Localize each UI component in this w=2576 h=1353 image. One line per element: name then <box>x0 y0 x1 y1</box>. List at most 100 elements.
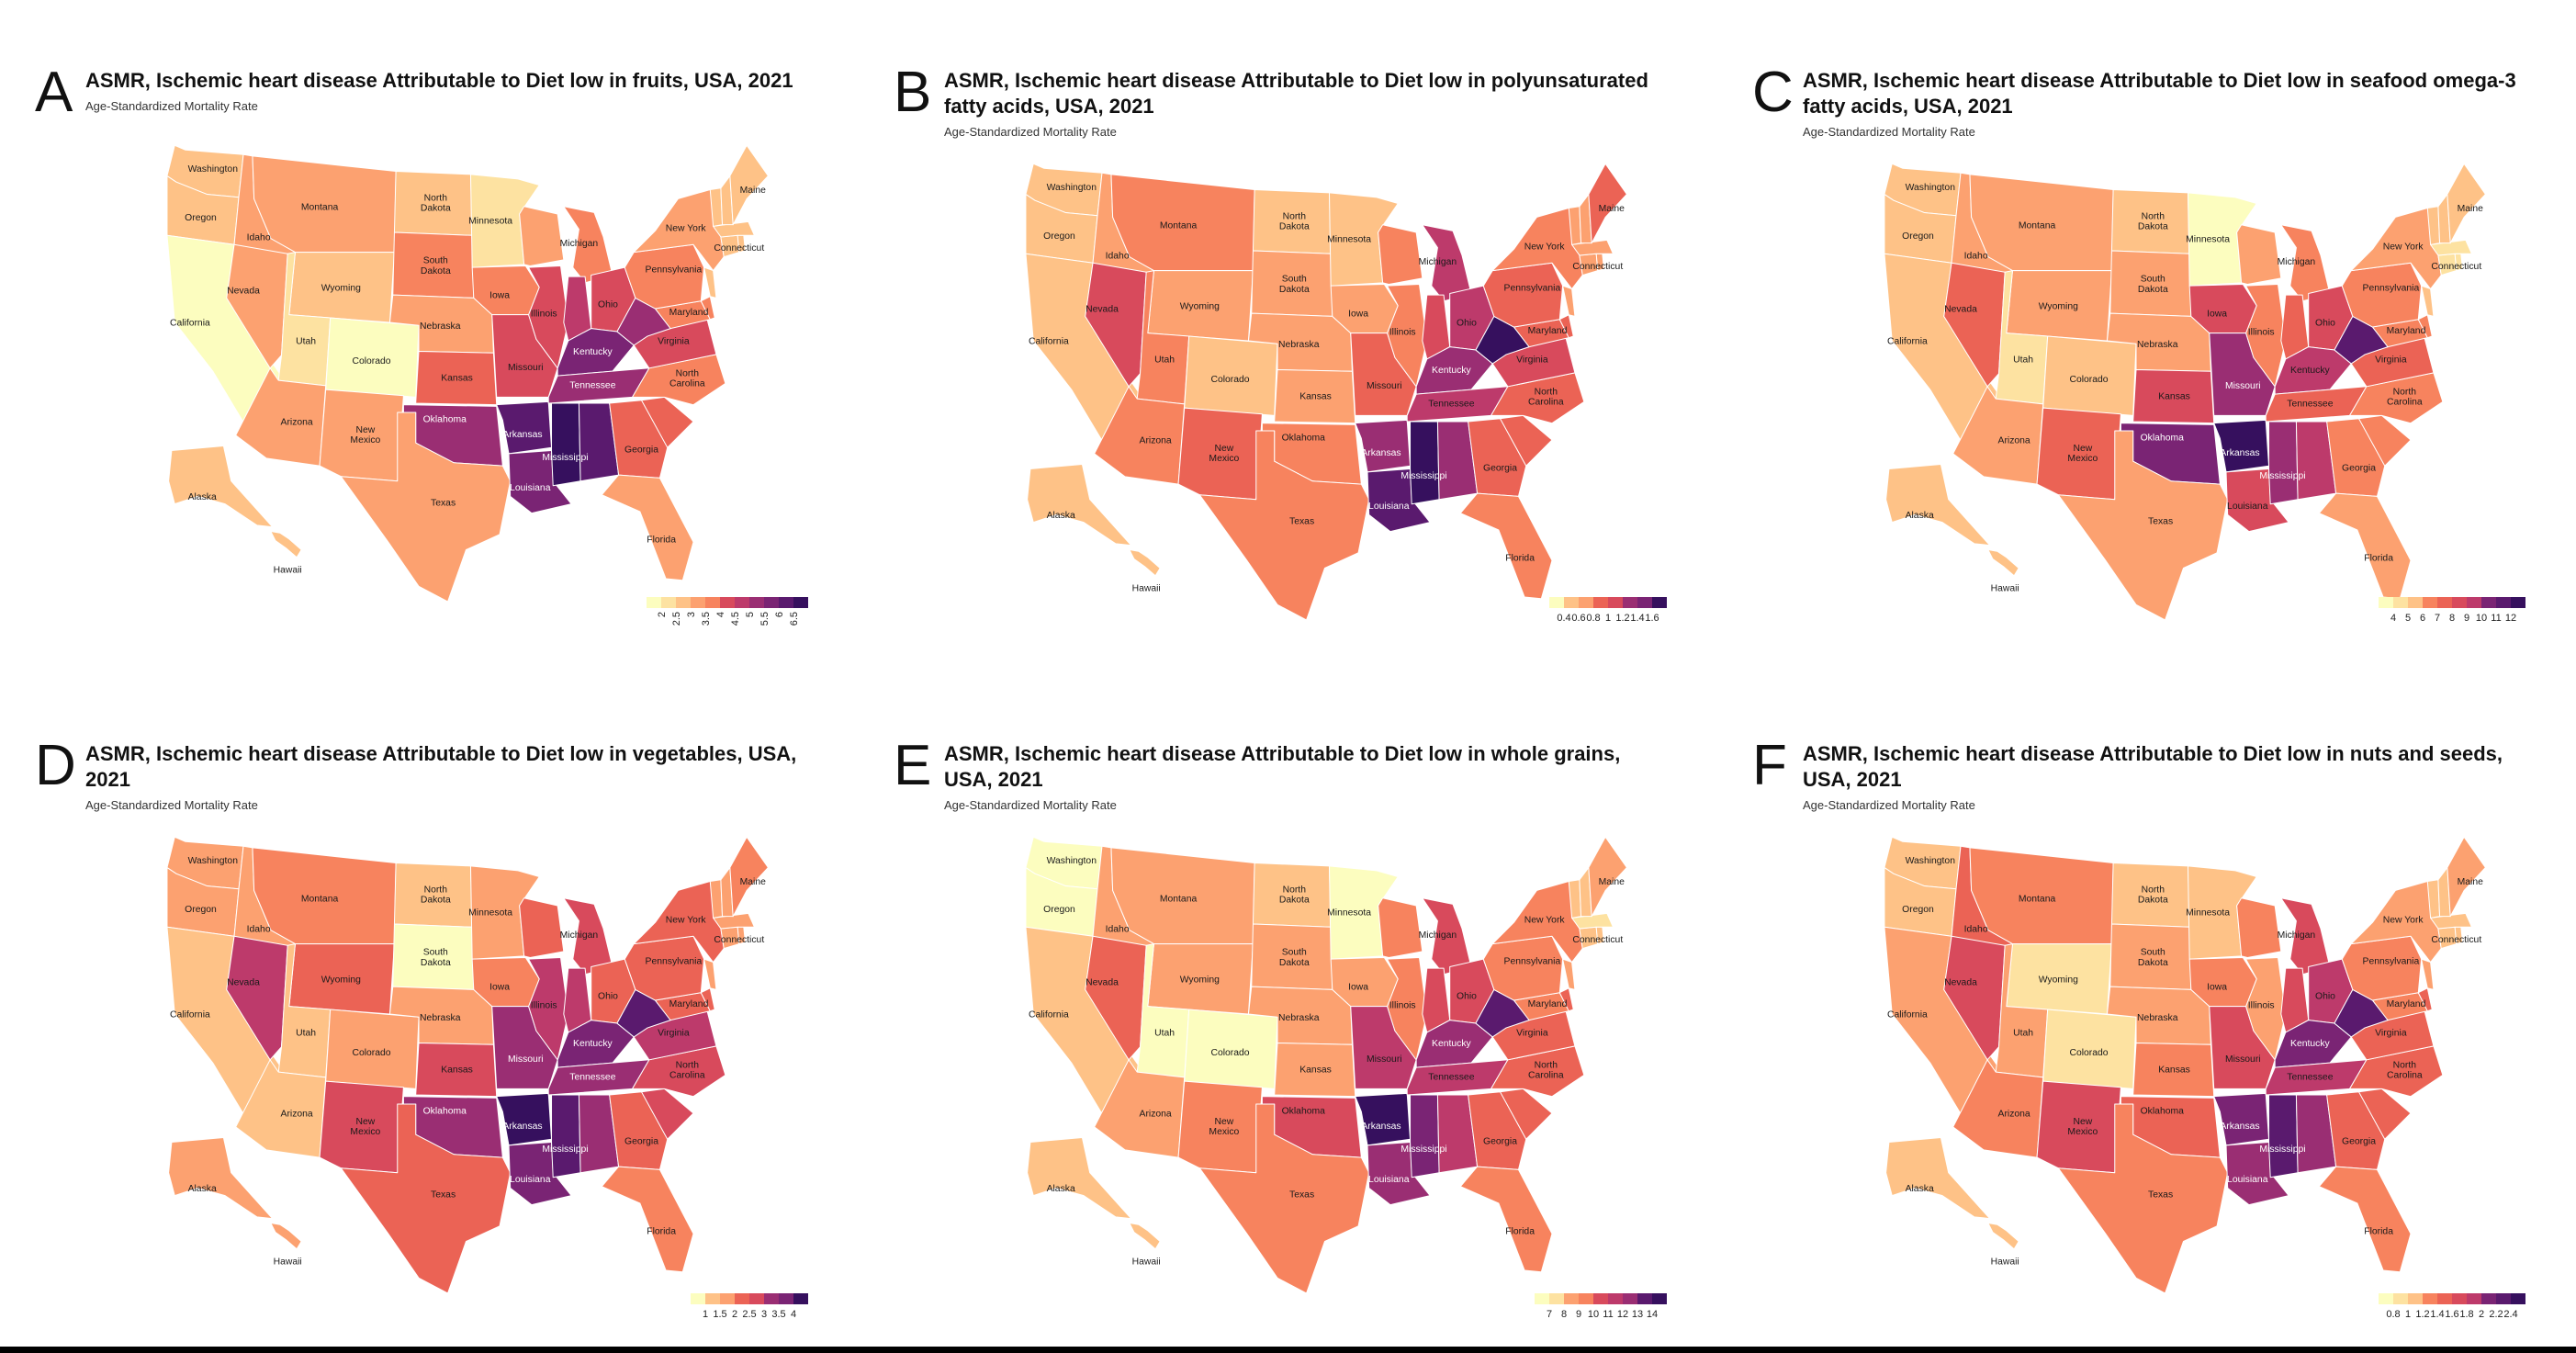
panel-title-line: USA, 2021 <box>944 768 1043 791</box>
state-wi: Wisconsin <box>519 897 565 959</box>
state-label-sd: South Dakota <box>1279 947 1310 967</box>
legend-tick-label: 0.8 <box>2386 1309 2400 1320</box>
legend-tick-label: 3 <box>761 1309 767 1320</box>
state-label-id: Idaho <box>247 925 271 935</box>
state-label-pa: Pennsylvania <box>646 956 703 966</box>
legend-tick-label: 8 <box>2449 613 2455 624</box>
legend-tick-label: 0.6 <box>1571 613 1585 624</box>
state-ms: Mississippi <box>2268 421 2299 505</box>
state-sc: South Carolina <box>2358 414 2412 467</box>
legend-tick-label: 5.5 <box>759 612 771 626</box>
state-label-ms: Mississippi <box>542 453 588 463</box>
panel-letter: E <box>894 734 932 797</box>
state-label-ne: Nebraska <box>420 321 461 332</box>
state-hi: Hawaii <box>270 1223 302 1250</box>
state-label-ms: Mississippi <box>2259 1144 2305 1155</box>
legend-swatch <box>2379 1293 2393 1304</box>
map-panel-c: C ASMR, Ischemic heart disease Attributab… <box>1717 0 2576 673</box>
legend-tick-label: 2.2 <box>2489 1309 2503 1320</box>
legend-tick-label: 6 <box>774 612 785 617</box>
state-de: Delaware <box>700 296 715 321</box>
map-panel-e: E ASMR, Ischemic heart disease Attributab… <box>859 673 1717 1347</box>
us-choropleth-map: Washington Oregon California Idaho Nevada Mon… <box>978 156 1676 621</box>
state-label-md: Maryland <box>669 308 709 318</box>
panel-title-line: fatty acids, USA, 2021 <box>1803 95 2013 118</box>
state-label-hi: Hawaii <box>1132 584 1161 594</box>
state-label-mn: Minnesota <box>1327 234 1371 244</box>
state-label-ks: Kansas <box>2158 1065 2190 1075</box>
state-label-nv: Nevada <box>1944 978 1977 988</box>
state-label-ms: Mississippi <box>1400 471 1446 481</box>
state-label-me: Maine <box>1599 877 1625 887</box>
state-label-va: Virginia <box>2375 1029 2407 1039</box>
state-label-nc: North Carolina <box>2387 387 2423 407</box>
state-label-me: Maine <box>1599 204 1625 214</box>
map-panel-d: D ASMR, Ischemic heart disease Attributab… <box>0 673 859 1347</box>
state-de: Delaware <box>1558 987 1574 1012</box>
state-label-nd: North Dakota <box>2138 211 2168 231</box>
state-pa: Pennsylvania <box>624 243 705 310</box>
state-ar: Arkansas <box>1355 1092 1412 1146</box>
state-ma: Massachusetts <box>2430 912 2472 930</box>
state-label-ga: Georgia <box>1483 463 1517 473</box>
legend-tick-label: 1 <box>1605 613 1611 624</box>
panel-subtitle: Age-Standardized Mortality Rate <box>944 125 1117 139</box>
state-tx: Texas <box>340 1103 512 1294</box>
state-label-or: Oregon <box>1902 231 1934 242</box>
state-tx: Texas <box>2057 430 2229 621</box>
state-label-nv: Nevada <box>227 978 260 988</box>
state-label-nd: North Dakota <box>2138 885 2168 905</box>
state-label-ct: Connecticut <box>2431 262 2481 272</box>
state-nv: Nevada <box>1943 262 2006 388</box>
state-hi: Hawaii <box>1129 1223 1161 1250</box>
panel-subtitle: Age-Standardized Mortality Rate <box>944 798 1117 812</box>
state-label-id: Idaho <box>1106 252 1130 262</box>
state-label-wy: Wyoming <box>321 283 361 293</box>
state-label-ar: Arkansas <box>1361 1122 1400 1132</box>
state-label-va: Virginia <box>2375 355 2407 366</box>
legend-tick-label: 7 <box>2435 613 2440 624</box>
legend-swatch <box>2423 597 2437 608</box>
legend-swatch <box>2393 597 2408 608</box>
legend-swatch <box>1608 1293 1623 1304</box>
state-label-ky: Kentucky <box>2290 366 2330 376</box>
state-label-ia: Iowa <box>1348 310 1368 320</box>
state-label-co: Colorado <box>352 1048 390 1058</box>
panel-subtitle: Age-Standardized Mortality Rate <box>1803 798 1975 812</box>
state-ms: Mississippi <box>2268 1094 2299 1178</box>
state-label-ut: Utah <box>296 337 316 347</box>
state-label-ca: California <box>170 319 210 329</box>
state-me: Maine <box>2447 836 2486 918</box>
legend-swatch <box>2452 1293 2467 1304</box>
legend-tick-label: 2.4 <box>2503 1309 2517 1320</box>
state-label-nc: North Carolina <box>2387 1060 2423 1080</box>
state-label-nc: North Carolina <box>669 1060 705 1080</box>
panel-title: ASMR, Ischemic heart disease Attributabl… <box>85 68 838 94</box>
state-wi: Wisconsin <box>1378 224 1423 286</box>
legend-tick-label: 1.2 <box>2415 1309 2429 1320</box>
state-label-md: Maryland <box>2387 326 2426 336</box>
state-label-ks: Kansas <box>1299 1065 1332 1075</box>
state-ar: Arkansas <box>496 400 553 455</box>
us-choropleth-map: Washington Oregon California Idaho Nevada Mon… <box>119 138 817 603</box>
legend-tick-label: 2 <box>657 612 668 617</box>
panel-letter: D <box>35 734 76 797</box>
state-label-oh: Ohio <box>2315 319 2335 329</box>
state-ms: Mississippi <box>1410 421 1440 505</box>
state-label-wa: Washington <box>188 164 239 175</box>
state-ak: Alaska <box>1885 1137 1991 1220</box>
state-ga: Georgia <box>609 400 669 479</box>
panel-title: ASMR, Ischemic heart disease Attributabl… <box>1803 741 2556 793</box>
state-label-sd: South Dakota <box>421 947 451 967</box>
legend-swatch <box>720 597 735 608</box>
state-label-ga: Georgia <box>1483 1136 1517 1146</box>
state-fl: Florida <box>601 474 694 581</box>
panel-title: ASMR, Ischemic heart disease Attributabl… <box>1803 68 2556 119</box>
state-label-co: Colorado <box>352 356 390 366</box>
color-legend: 0.4 0.6 0.8 1 1.2 1.4 1.6 <box>1549 597 1667 652</box>
state-label-me: Maine <box>2458 204 2483 214</box>
state-label-ca: California <box>1029 337 1069 347</box>
legend-swatch <box>1593 1293 1608 1304</box>
state-label-tn: Tennessee <box>1428 1073 1474 1083</box>
state-label-ne: Nebraska <box>1278 1013 1320 1023</box>
